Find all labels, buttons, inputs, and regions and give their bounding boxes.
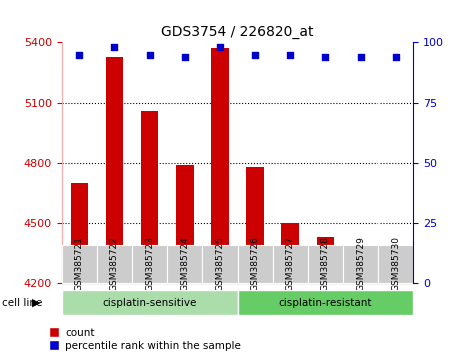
Bar xyxy=(167,42,202,283)
Bar xyxy=(343,42,378,283)
Bar xyxy=(238,42,273,283)
Bar xyxy=(238,290,413,315)
Bar xyxy=(378,42,413,283)
Text: GSM385722: GSM385722 xyxy=(110,236,119,291)
Bar xyxy=(167,245,202,283)
Bar xyxy=(343,245,378,283)
Bar xyxy=(176,165,194,283)
Text: ▶: ▶ xyxy=(32,298,41,308)
Bar xyxy=(71,183,88,283)
Bar xyxy=(97,245,132,283)
Text: cell line: cell line xyxy=(2,298,43,308)
Bar xyxy=(62,42,97,283)
Bar xyxy=(202,42,238,283)
Bar xyxy=(202,245,238,283)
Legend: count, percentile rank within the sample: count, percentile rank within the sample xyxy=(43,324,245,354)
Point xyxy=(76,52,83,57)
Bar xyxy=(238,245,273,283)
Title: GDS3754 / 226820_at: GDS3754 / 226820_at xyxy=(161,25,314,39)
Point xyxy=(146,52,153,57)
Text: GSM385721: GSM385721 xyxy=(75,236,84,291)
Point xyxy=(181,54,189,60)
Text: GSM385728: GSM385728 xyxy=(321,236,330,291)
Point xyxy=(111,45,118,50)
Text: GSM385727: GSM385727 xyxy=(286,236,294,291)
Text: cisplatin-sensitive: cisplatin-sensitive xyxy=(103,298,197,308)
Bar xyxy=(62,290,238,315)
Bar xyxy=(316,237,334,283)
Bar xyxy=(273,245,308,283)
Bar xyxy=(308,245,343,283)
Bar xyxy=(97,42,132,283)
Bar xyxy=(387,251,404,283)
Bar xyxy=(132,42,167,283)
Point xyxy=(286,52,294,57)
Bar xyxy=(62,245,97,283)
Text: GSM385725: GSM385725 xyxy=(216,236,224,291)
Text: GSM385726: GSM385726 xyxy=(251,236,259,291)
Text: GSM385724: GSM385724 xyxy=(180,236,189,291)
Bar xyxy=(273,42,308,283)
Bar xyxy=(132,245,167,283)
Bar xyxy=(378,245,413,283)
Bar xyxy=(211,48,228,283)
Bar xyxy=(308,42,343,283)
Bar xyxy=(141,111,158,283)
Bar xyxy=(247,167,264,283)
Point xyxy=(322,54,329,60)
Point xyxy=(251,52,259,57)
Bar xyxy=(352,283,369,285)
Text: GSM385723: GSM385723 xyxy=(145,236,154,291)
Point xyxy=(392,54,399,60)
Text: GSM385730: GSM385730 xyxy=(391,236,400,291)
Bar xyxy=(105,57,124,283)
Point xyxy=(357,54,364,60)
Text: cisplatin-resistant: cisplatin-resistant xyxy=(279,298,372,308)
Text: GSM385729: GSM385729 xyxy=(356,236,365,291)
Bar xyxy=(281,223,299,283)
Point xyxy=(216,45,224,50)
